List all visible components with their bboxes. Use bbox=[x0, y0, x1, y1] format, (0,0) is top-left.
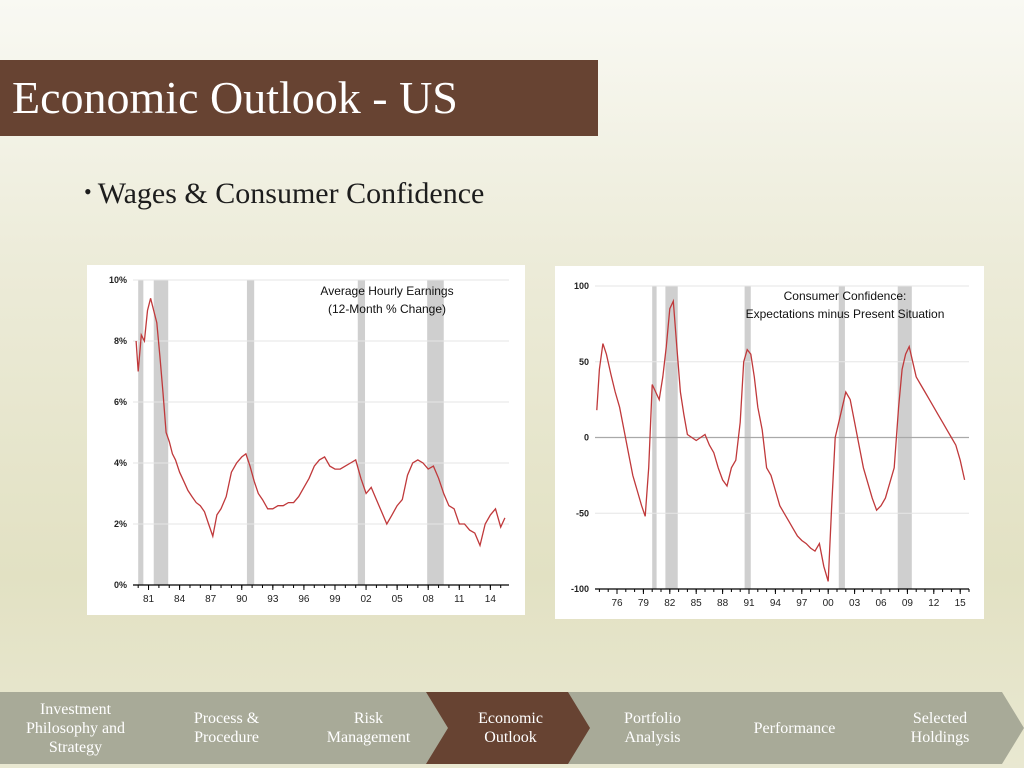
nav-step-5[interactable]: Portfolio Analysis bbox=[568, 692, 733, 764]
chart1-x-tick-label: 85 bbox=[691, 598, 703, 609]
nav-step-1[interactable]: Investment Philosophy and Strategy bbox=[0, 692, 165, 764]
chart0-recession-band bbox=[138, 280, 144, 585]
chart-consumer-confidence-svg: -100 -50 0 50 100 76 79 82 85 88 91 94 97 00 03 06 09 12 1… bbox=[571, 281, 970, 609]
chart-average-hourly-earnings-svg: 0% 2% 4% 6% 8% 10% 81 84 87 90 93 96 99 02 05 08 11 14 Ave… bbox=[109, 275, 509, 605]
chart1-x-tick-label: 15 bbox=[955, 598, 967, 609]
bullet-dot-icon: • bbox=[84, 179, 92, 204]
chart0-series-line bbox=[135, 298, 506, 548]
nav-step-label: Selected Holdings bbox=[910, 710, 970, 746]
chart1-x-tick-label: 79 bbox=[638, 598, 650, 609]
chart1-x-tick-label: 06 bbox=[875, 598, 887, 609]
chart0-recession-band bbox=[427, 280, 444, 585]
chart0-x-tick-label: 99 bbox=[329, 594, 341, 605]
chart1-x-tick-label: 88 bbox=[717, 598, 729, 609]
chart0-y-tick-label: 2% bbox=[114, 519, 127, 529]
chart1-series-line bbox=[596, 298, 966, 582]
chart0-x-tick-label: 08 bbox=[423, 594, 435, 605]
chart0-recession-band bbox=[246, 280, 255, 585]
chart0-x-tick-label: 87 bbox=[205, 594, 217, 605]
chart0-recession-band bbox=[153, 280, 169, 585]
nav-step-7[interactable]: Selected Holdings bbox=[852, 692, 1024, 764]
nav-step-label: Economic Outlook bbox=[478, 710, 543, 746]
nav-step-6[interactable]: Performance bbox=[710, 692, 875, 764]
slide-title: Economic Outlook - US bbox=[0, 60, 598, 136]
chart1-x-tick-label: 03 bbox=[849, 598, 861, 609]
section-navigation: Investment Philosophy and Strategy Proces… bbox=[0, 688, 1024, 768]
chart0-x-tick-label: 96 bbox=[298, 594, 310, 605]
chart1-y-tick-label: 100 bbox=[574, 281, 589, 291]
chart0-y-tick-label: 6% bbox=[114, 397, 127, 407]
nav-step-2[interactable]: Process & Procedure bbox=[142, 692, 307, 764]
chart1-x-tick-label: 12 bbox=[928, 598, 940, 609]
bullet-text: Wages & Consumer Confidence bbox=[97, 177, 485, 210]
chart1-x-tick-label: 00 bbox=[823, 598, 835, 609]
chart1-x-tick-label: 91 bbox=[743, 598, 755, 609]
chart0-x-tick-label: 05 bbox=[392, 594, 404, 605]
chart0-x-tick-label: 90 bbox=[236, 594, 248, 605]
bullet-item: • Wages & Consumer Confidence bbox=[84, 177, 484, 211]
chart1-y-tick-label: -50 bbox=[576, 508, 589, 518]
chart0-y-tick-label: 8% bbox=[114, 336, 127, 346]
chart0-x-tick-label: 93 bbox=[267, 594, 279, 605]
chart0-x-tick-label: 14 bbox=[485, 594, 497, 605]
chart-consumer-confidence: -100 -50 0 50 100 76 79 82 85 88 91 94 97 00 03 06 09 12 1… bbox=[555, 266, 984, 619]
chart0-x-tick-label: 11 bbox=[454, 594, 465, 605]
chart0-y-tick-label: 10% bbox=[109, 275, 127, 285]
nav-step-label: Process & Procedure bbox=[193, 710, 260, 746]
chart0-recession-band bbox=[357, 280, 366, 585]
chart0-x-tick-label: 02 bbox=[360, 594, 372, 605]
chart0-subtitle: (12-Month % Change) bbox=[328, 302, 446, 316]
chart0-y-tick-label: 4% bbox=[114, 458, 127, 468]
nav-step-label: Investment Philosophy and Strategy bbox=[25, 700, 126, 756]
chart1-x-tick-label: 82 bbox=[664, 598, 676, 609]
chart1-y-tick-label: -100 bbox=[571, 584, 589, 594]
chart0-x-tick-label: 84 bbox=[174, 594, 186, 605]
chart1-y-tick-label: 0 bbox=[584, 433, 589, 443]
nav-step-label: Portfolio Analysis bbox=[624, 710, 681, 746]
chart1-x-tick-label: 94 bbox=[770, 598, 782, 609]
chart0-y-tick-label: 0% bbox=[114, 580, 127, 590]
chart1-title: Consumer Confidence: bbox=[784, 289, 907, 303]
chart1-x-tick-label: 97 bbox=[796, 598, 808, 609]
chart-average-hourly-earnings: 0% 2% 4% 6% 8% 10% 81 84 87 90 93 96 99 02 05 08 11 14 Ave… bbox=[87, 265, 525, 615]
chart1-subtitle: Expectations minus Present Situation bbox=[746, 307, 945, 321]
chart0-x-tick-label: 81 bbox=[143, 594, 155, 605]
chart1-x-tick-label: 09 bbox=[902, 598, 914, 609]
chart1-y-tick-label: 50 bbox=[579, 357, 589, 367]
nav-step-3[interactable]: Risk Management bbox=[284, 692, 449, 764]
chart0-title: Average Hourly Earnings bbox=[320, 284, 453, 298]
nav-step-label: Risk Management bbox=[326, 710, 411, 746]
nav-step-label: Performance bbox=[753, 719, 836, 737]
chart1-x-tick-label: 76 bbox=[611, 598, 623, 609]
nav-step-4[interactable]: Economic Outlook bbox=[426, 692, 591, 764]
